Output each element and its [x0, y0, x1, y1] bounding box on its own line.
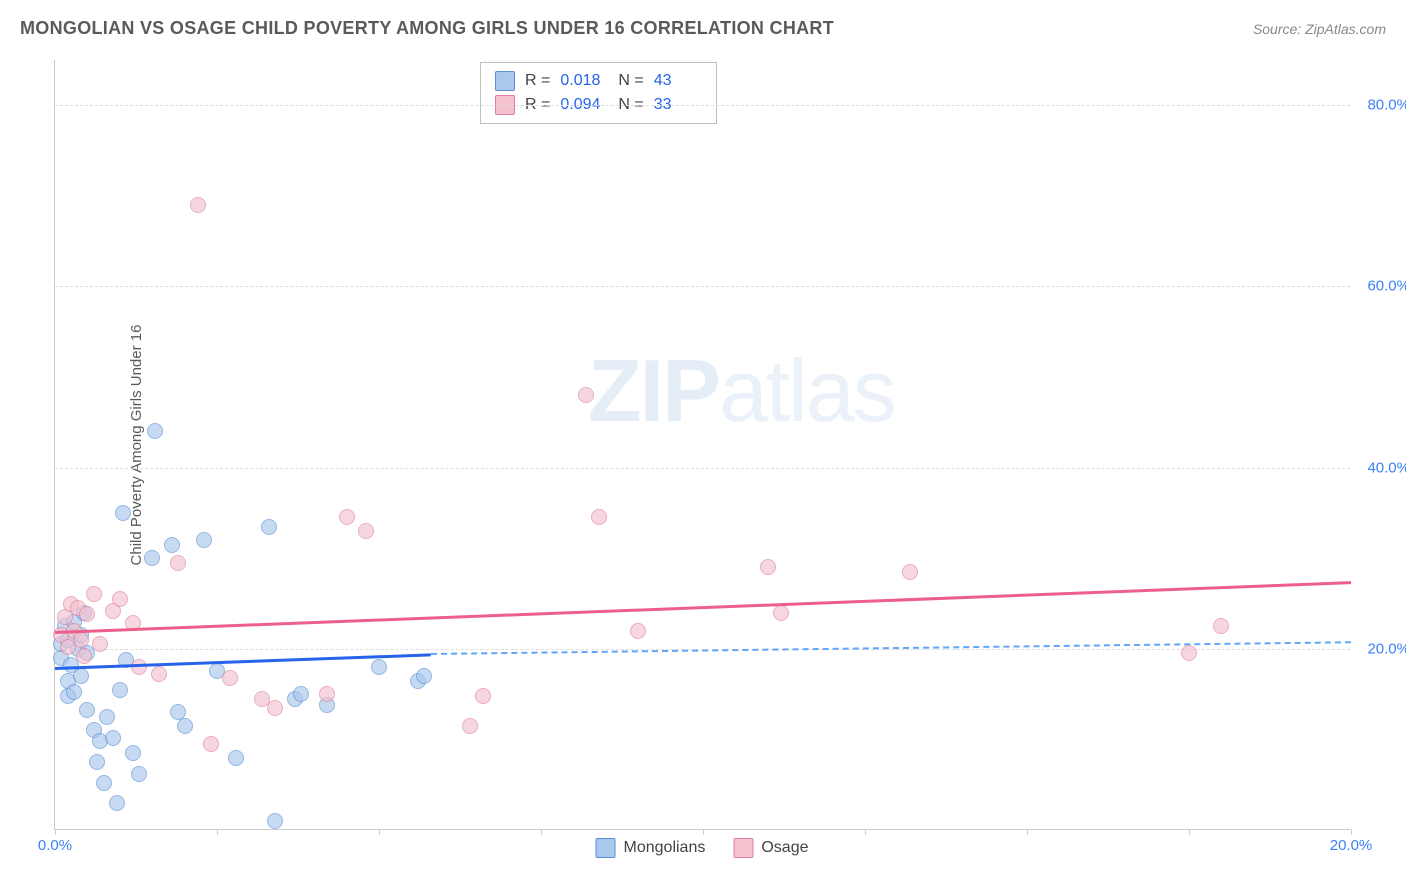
data-point	[630, 623, 646, 639]
data-point	[131, 766, 147, 782]
data-point	[371, 659, 387, 675]
legend-label: Mongolians	[624, 839, 706, 857]
data-point	[125, 745, 141, 761]
correlation-stats-box: R = 0.018 N = 43 R = 0.094 N = 33	[480, 62, 717, 124]
x-tick	[1351, 829, 1352, 835]
data-point	[591, 509, 607, 525]
data-point	[416, 668, 432, 684]
chart-header: MONGOLIAN VS OSAGE CHILD POVERTY AMONG G…	[20, 18, 1386, 39]
data-point	[76, 648, 92, 664]
swatch-mongolians-icon	[495, 71, 515, 91]
trend-line	[55, 581, 1351, 633]
chart-title: MONGOLIAN VS OSAGE CHILD POVERTY AMONG G…	[20, 18, 834, 39]
chart-area: Child Poverty Among Girls Under 16 ZIPat…	[54, 60, 1350, 830]
data-point	[261, 519, 277, 535]
gridline	[55, 286, 1350, 287]
legend-item-mongolians: Mongolians	[596, 838, 706, 858]
data-point	[578, 387, 594, 403]
data-point	[902, 564, 918, 580]
x-tick	[1027, 829, 1028, 835]
x-tick	[55, 829, 56, 835]
source-attribution: Source: ZipAtlas.com	[1253, 21, 1386, 37]
data-point	[96, 775, 112, 791]
data-point	[79, 702, 95, 718]
data-point	[203, 736, 219, 752]
data-point	[773, 605, 789, 621]
gridline	[55, 468, 1350, 469]
data-point	[86, 586, 102, 602]
x-tick	[541, 829, 542, 835]
data-point	[222, 670, 238, 686]
data-point	[228, 750, 244, 766]
data-point	[196, 532, 212, 548]
stats-row: R = 0.018 N = 43	[495, 69, 702, 93]
data-point	[170, 555, 186, 571]
data-point	[164, 537, 180, 553]
swatch-osage-icon	[733, 838, 753, 858]
data-point	[92, 636, 108, 652]
data-point	[1213, 618, 1229, 634]
data-point	[358, 523, 374, 539]
x-tick	[865, 829, 866, 835]
data-point	[144, 550, 160, 566]
data-point	[112, 591, 128, 607]
swatch-mongolians-icon	[596, 838, 616, 858]
data-point	[475, 688, 491, 704]
data-point	[147, 423, 163, 439]
legend-item-osage: Osage	[733, 838, 808, 858]
data-point	[79, 606, 95, 622]
y-tick-label: 20.0%	[1355, 640, 1406, 657]
data-point	[112, 682, 128, 698]
data-point	[99, 709, 115, 725]
legend: Mongolians Osage	[596, 838, 809, 858]
x-tick	[217, 829, 218, 835]
data-point	[131, 659, 147, 675]
data-point	[319, 686, 335, 702]
y-tick-label: 60.0%	[1355, 278, 1406, 295]
data-point	[177, 718, 193, 734]
x-tick-label: 0.0%	[38, 837, 72, 854]
gridline	[55, 105, 1350, 106]
y-tick-label: 40.0%	[1355, 459, 1406, 476]
data-point	[73, 668, 89, 684]
data-point	[105, 730, 121, 746]
data-point	[462, 718, 478, 734]
data-point	[267, 700, 283, 716]
scatter-plot: ZIPatlas R = 0.018 N = 43 R = 0.094 N = …	[54, 60, 1350, 830]
data-point	[1181, 645, 1197, 661]
data-point	[293, 686, 309, 702]
legend-label: Osage	[761, 839, 808, 857]
x-tick-label: 20.0%	[1330, 837, 1373, 854]
data-point	[66, 684, 82, 700]
data-point	[151, 666, 167, 682]
y-tick-label: 80.0%	[1355, 97, 1406, 114]
data-point	[73, 632, 89, 648]
data-point	[89, 754, 105, 770]
x-tick	[703, 829, 704, 835]
data-point	[109, 795, 125, 811]
data-point	[115, 505, 131, 521]
x-tick	[1189, 829, 1190, 835]
watermark: ZIPatlas	[588, 340, 895, 442]
x-tick	[379, 829, 380, 835]
data-point	[339, 509, 355, 525]
data-point	[190, 197, 206, 213]
data-point	[760, 559, 776, 575]
data-point	[267, 813, 283, 829]
